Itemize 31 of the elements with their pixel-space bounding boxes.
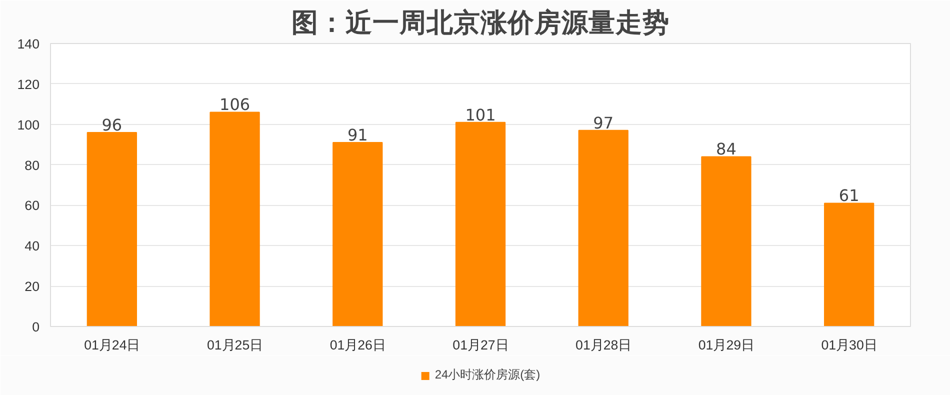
bar	[210, 112, 260, 326]
legend-label: 24小时涨价房源(套)	[434, 366, 540, 384]
data-label: 97	[593, 113, 614, 132]
bar	[86, 132, 137, 326]
x-tick-label: 01月30日	[821, 338, 877, 352]
y-tick-label: 20	[24, 279, 40, 294]
data-label: 101	[465, 105, 496, 124]
x-tick-label: 01月27日	[452, 338, 508, 352]
x-tick-label: 01月28日	[576, 338, 632, 352]
y-tick-label: 80	[24, 158, 40, 173]
x-tick-label: 01月24日	[84, 338, 140, 352]
bar	[701, 156, 752, 326]
data-label: 61	[838, 186, 860, 206]
x-tick-label: 01月25日	[206, 338, 263, 352]
data-label: 106	[220, 95, 250, 114]
chart-title: 图：近一周北京涨价房源量走势	[292, 8, 670, 38]
x-tick-label: 01月29日	[698, 338, 754, 352]
bar	[455, 122, 506, 326]
data-label: 91	[347, 126, 368, 145]
data-label: 96	[102, 115, 122, 134]
bar	[824, 202, 874, 326]
y-tick-label: 120	[17, 76, 40, 92]
y-tick-label: 60	[24, 198, 40, 214]
y-tick-label: 140	[17, 36, 40, 52]
bar	[332, 142, 383, 326]
y-tick-label: 40	[24, 238, 40, 254]
bar	[578, 130, 628, 326]
y-tick-label: 100	[17, 117, 40, 132]
data-label: 84	[716, 140, 736, 159]
y-tick-label: 0	[32, 320, 40, 334]
x-tick-label: 01月26日	[330, 338, 386, 352]
